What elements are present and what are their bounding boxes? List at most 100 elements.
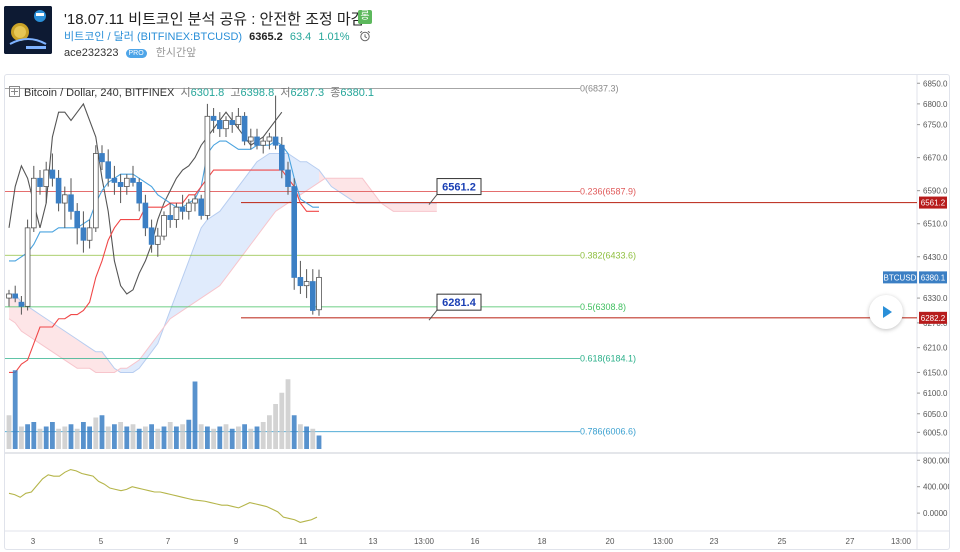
candle-body xyxy=(111,177,118,183)
time-ago: 한시간앞 xyxy=(155,47,197,59)
candle xyxy=(278,136,285,179)
price-tick-label: 6510.0 xyxy=(923,220,948,229)
long-badge: 롱 xyxy=(358,10,372,24)
candle-body xyxy=(235,115,242,125)
time-tick-label: 20 xyxy=(606,537,615,546)
candle-body xyxy=(198,198,205,216)
volume-bar xyxy=(229,428,235,449)
time-tick-label: 27 xyxy=(846,537,855,546)
callout-box xyxy=(436,178,482,196)
candle xyxy=(80,211,87,253)
volume-bar xyxy=(19,426,24,449)
candle xyxy=(272,95,279,150)
price-tag-last: 6380.1 xyxy=(921,273,946,282)
candle-body xyxy=(62,194,68,204)
price-tick-label: 6800.0 xyxy=(923,100,948,109)
symbol-link[interactable]: 비트코인 / 달러 (BITFINEX:BTCUSD) xyxy=(64,31,243,43)
candle-body xyxy=(185,202,192,212)
candle-body xyxy=(241,115,248,142)
candle xyxy=(247,128,254,150)
time-tick-label: 3 xyxy=(31,537,36,546)
oscillator-tick-label: 400.0000 xyxy=(923,483,949,492)
cloud-lower-line xyxy=(8,177,437,373)
callout-label: 6281.4 xyxy=(442,297,477,309)
fib-level-label: 0.236(6587.9) xyxy=(580,187,636,197)
avatar[interactable] xyxy=(4,6,52,54)
volume-bar xyxy=(198,424,204,449)
volume-bar xyxy=(254,426,260,449)
volume-bar xyxy=(291,415,297,449)
cloud-bearish xyxy=(9,293,121,373)
candle-body xyxy=(130,177,136,183)
alarm-clock-icon[interactable] xyxy=(359,30,371,42)
candle xyxy=(12,285,18,303)
play-button[interactable] xyxy=(869,295,903,329)
price-tick-label: 6100.0 xyxy=(923,389,948,398)
candle-body xyxy=(309,281,316,311)
price-chart[interactable]: 0(6837.3) 0.236(6587.9) 0.382(6433.6) 0.5(6… xyxy=(5,75,949,549)
callout-pointer xyxy=(428,309,438,321)
candle-body xyxy=(260,140,267,146)
oscillator-tick-label: 0.0000 xyxy=(923,509,948,518)
fib-level-label: 0.382(6433.6) xyxy=(580,250,636,260)
time-tick-label: 7 xyxy=(166,537,171,546)
time-tick-label: 13 xyxy=(369,537,378,546)
volume-bar xyxy=(310,428,316,449)
price-tick-label: 6330.0 xyxy=(923,294,948,303)
volume-bar xyxy=(155,428,161,449)
candle-body xyxy=(291,186,297,278)
volume-bar xyxy=(87,426,92,449)
volume-bar xyxy=(242,424,247,449)
volume-bar xyxy=(167,422,173,449)
candle xyxy=(204,103,211,220)
high-value: 6398.8 xyxy=(240,87,275,99)
candle xyxy=(316,269,322,316)
volume-bar xyxy=(143,426,148,449)
price-tick-label: 6005.0 xyxy=(923,428,948,437)
time-tick-label: 9 xyxy=(234,537,239,546)
candle xyxy=(24,219,31,311)
candle xyxy=(68,178,74,220)
price-tick-label: 6590.0 xyxy=(923,187,948,196)
time-tick-label: 13:00 xyxy=(414,537,435,546)
candle xyxy=(105,149,112,187)
volume-bar xyxy=(112,424,117,449)
candle-body xyxy=(43,169,49,187)
fib-level-label: 0(6837.3) xyxy=(580,84,619,94)
candle xyxy=(223,116,229,137)
time-tick-label: 13:00 xyxy=(653,537,674,546)
price-tag-resistance-bg xyxy=(919,196,947,209)
candle xyxy=(185,198,192,220)
candle xyxy=(74,203,81,245)
last-price: 6365.2 xyxy=(249,31,283,43)
volume-bar xyxy=(279,392,285,449)
candle xyxy=(173,203,180,228)
callout-pointer xyxy=(428,194,438,205)
price-tick-label: 6850.0 xyxy=(923,79,948,88)
volume-bar xyxy=(174,426,179,449)
candle xyxy=(37,170,43,195)
author-name[interactable]: ace232323 xyxy=(64,47,119,59)
candle xyxy=(285,161,291,195)
candle-body xyxy=(117,182,124,187)
candle-body xyxy=(99,153,105,163)
time-tick-label: 25 xyxy=(778,537,787,546)
volume-bar xyxy=(130,424,136,449)
volume-bar xyxy=(304,426,309,449)
volume-bar xyxy=(99,415,105,449)
volume-bar xyxy=(25,424,30,449)
volume-bar xyxy=(118,422,123,449)
symbol-line: 비트코인 / 달러 (BITFINEX:BTCUSD) 6365.2 63.4 … xyxy=(64,28,371,44)
idea-header: '18.07.11 비트코인 분석 공유 : 안전한 조정 마감 롱 비트코인 … xyxy=(0,0,960,66)
volume-bar xyxy=(37,428,43,449)
candle xyxy=(254,128,260,150)
candle-body xyxy=(55,177,62,204)
candle xyxy=(192,194,198,212)
price-tag-symbol: BTCUSD xyxy=(884,273,917,282)
price-tag-symbol-bg xyxy=(883,271,917,284)
legend-symbol: Bitcoin / Dollar, 240, BITFINEX xyxy=(24,87,175,99)
chart-panel[interactable]: 0(6837.3) 0.236(6587.9) 0.382(6433.6) 0.5(6… xyxy=(4,74,950,550)
expand-icon[interactable] xyxy=(9,86,20,97)
volume-bar xyxy=(298,424,303,449)
volume-bar xyxy=(267,415,272,449)
